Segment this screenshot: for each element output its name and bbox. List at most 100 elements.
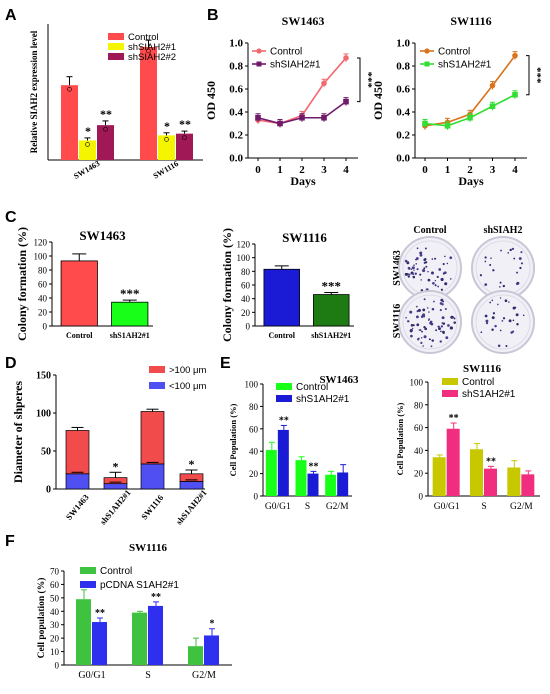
plate-colony-2-54 — [438, 325, 440, 328]
b1-y-tick-label-3: 0.6 — [229, 84, 243, 96]
plate-colony-0-38 — [434, 279, 437, 282]
b1-x-tick-label-2: 2 — [299, 164, 305, 176]
b1-sig-bracket — [357, 57, 361, 103]
plate-colony-0-37 — [449, 278, 452, 280]
e1-legend-1-swatch — [276, 395, 292, 402]
plate-3 — [471, 290, 535, 354]
plate-colony-0-26 — [438, 268, 442, 271]
a-bar-0-1 — [79, 140, 96, 160]
f-bar-0-0 — [76, 599, 91, 665]
plate-colony-2-65 — [431, 307, 435, 311]
c2-x-label-1: shS1AH2#1 — [311, 331, 351, 340]
plate-rim-3 — [475, 294, 531, 350]
f-bar-1-1 — [148, 605, 163, 665]
plate-colony-3-23 — [485, 322, 489, 325]
f-y-tick-label-5: 50 — [50, 593, 60, 603]
e1-y-tick-label-4: 80 — [249, 402, 259, 412]
plate-colony-0-59 — [419, 273, 422, 276]
b1-sig: *** — [362, 72, 374, 89]
plate-colony-2-49 — [449, 326, 453, 330]
plate-colony-0-50 — [434, 284, 437, 287]
b2-point-1-2 — [467, 114, 473, 121]
e2-y-tick-label-3: 60 — [414, 423, 424, 433]
b2-point-0-3 — [489, 82, 496, 89]
plate-colony-0-56 — [416, 268, 419, 271]
f-x-label-0: G0/G1 — [78, 670, 105, 681]
plate-colony-2-25 — [439, 309, 442, 312]
plate-colony-1-21 — [519, 266, 522, 270]
plate-colony-2-57 — [422, 313, 426, 317]
c1-y-tick-label-0: 0 — [43, 322, 48, 332]
plate-colony-1-7 — [518, 257, 522, 260]
plate-colony-0-15 — [442, 262, 445, 266]
b2-y-tick-label-3: 0.6 — [396, 84, 410, 96]
plate-colony-2-40 — [407, 320, 410, 323]
e2-legend-1-label: shS1AH2#1 — [462, 389, 516, 400]
b2-sig: *** — [531, 67, 543, 84]
plate-colony-3-22 — [492, 312, 496, 315]
d-bar-2-1 — [140, 411, 165, 465]
b2-y-tick-label-0: 0.0 — [396, 153, 410, 165]
plate-colony-1-17 — [509, 248, 512, 252]
e1-bar-1-1 — [307, 473, 319, 496]
d-y-tick-label-1: 50 — [41, 447, 51, 458]
c2-title: SW1116 — [282, 230, 327, 245]
e2-bar-1-0 — [470, 449, 483, 496]
plate-colony-3-11 — [508, 301, 510, 303]
plate-colony-0-51 — [446, 262, 449, 265]
b2-point-1-4 — [512, 91, 518, 98]
plate-colony-1-15 — [513, 257, 516, 260]
d-legend-1-label: <100 μm — [169, 381, 207, 392]
d-x-label-0: SW1463 — [64, 492, 91, 522]
plate-colony-3-27 — [522, 314, 525, 317]
b1-y-tick-label-2: 0.4 — [229, 107, 243, 119]
plate-colony-0-6 — [440, 277, 444, 282]
plate-colony-1-14 — [479, 274, 483, 277]
plate-colony-0-57 — [427, 270, 429, 273]
a-sig-0-1: * — [85, 124, 91, 138]
c1-bar-1 — [111, 301, 149, 327]
plate-colony-2-7 — [441, 322, 444, 324]
e1-legend-1-label: shS1AH2#1 — [296, 394, 350, 405]
plate-colony-2-26 — [439, 340, 442, 343]
a-legend-2-label: shSIAH2#2 — [128, 52, 176, 63]
b2-y-tick-label-4: 0.8 — [396, 61, 410, 73]
b1-point-0-4 — [343, 55, 349, 61]
plate-colony-0-39 — [414, 272, 417, 275]
a-bar-0-2 — [97, 125, 114, 160]
plate-colony-3-24 — [499, 297, 502, 299]
c2-y-tick-label-6: 120 — [237, 240, 251, 250]
plate-colony-1-4 — [507, 252, 509, 254]
b1-y-tick-label-4: 0.8 — [229, 61, 243, 73]
c2-y-tick-label-2: 40 — [241, 294, 251, 304]
plate-colony-2-69 — [428, 311, 430, 313]
a-ylabel: Relative SIAH2 expression level — [29, 30, 39, 153]
plate-colony-2-20 — [427, 307, 429, 309]
f-bar-1-0 — [132, 612, 147, 665]
plate-colony-2-32 — [430, 322, 434, 326]
plate-colony-0-34 — [413, 269, 415, 271]
e2-legend-0-label: Control — [462, 377, 494, 388]
plate-colony-0-21 — [432, 281, 435, 285]
plate-colony-2-58 — [429, 338, 431, 341]
plate-colony-1-10 — [484, 260, 487, 263]
plate-colony-3-3 — [499, 329, 502, 332]
d-bar-0-1 — [65, 430, 90, 475]
d-legend-0-label: >100 μm — [169, 365, 207, 376]
e2-legend-1-swatch — [442, 390, 458, 397]
plate-colony-0-25 — [444, 282, 448, 286]
f-legend-0-label: Control — [100, 566, 132, 577]
c2-y-tick-label-4: 80 — [241, 267, 251, 277]
a-point-0-1 — [85, 142, 90, 147]
b2-y-tick-label-5: 1.0 — [396, 38, 410, 50]
e2-y-tick-label-0: 0 — [419, 492, 424, 502]
b2-x-tick-label-4: 4 — [512, 164, 518, 176]
d-bar-1-1 — [103, 477, 128, 485]
e2-sig-1-1: ** — [486, 456, 496, 467]
f-sig-1-1: ** — [151, 592, 161, 603]
a-bar-1-2 — [176, 133, 193, 160]
plate-colony-2-61 — [409, 310, 413, 314]
c2-sig-1: *** — [322, 279, 342, 294]
f-legend-0-swatch — [80, 567, 96, 574]
